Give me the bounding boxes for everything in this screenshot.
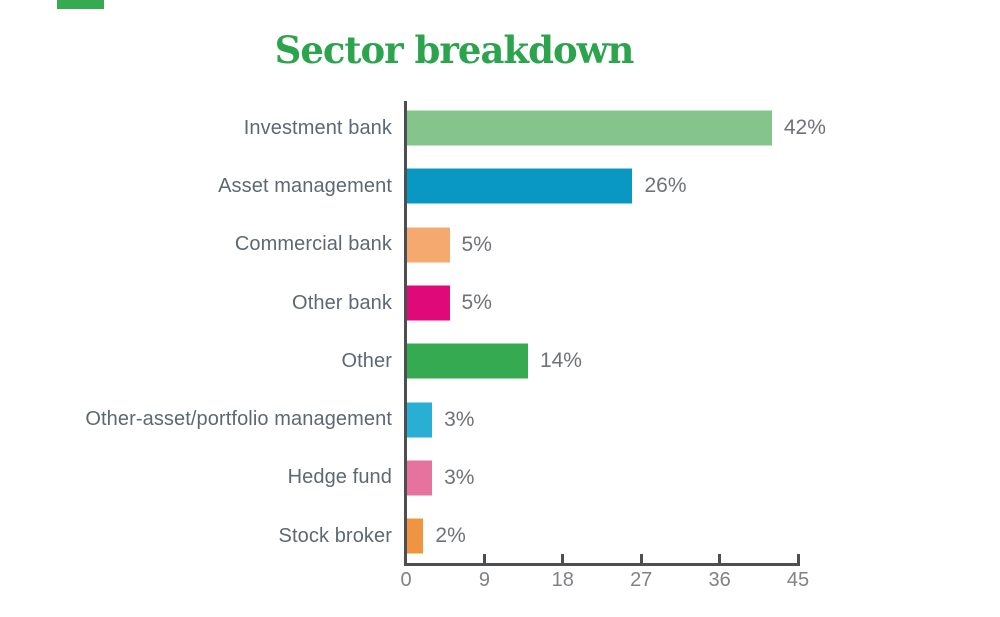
x-axis-tick bbox=[718, 554, 722, 563]
value-label: 3% bbox=[444, 465, 475, 489]
bar bbox=[406, 110, 772, 146]
bar-track: 5% bbox=[406, 216, 1000, 274]
value-label: 26% bbox=[644, 174, 687, 198]
bar-track: 26% bbox=[406, 157, 1000, 215]
value-label: 2% bbox=[435, 524, 466, 548]
x-axis-line bbox=[404, 563, 800, 566]
bar-row: Other bank 5% bbox=[0, 274, 1000, 332]
x-axis-tick-label: 36 bbox=[708, 569, 731, 591]
x-axis-tick-label: 9 bbox=[478, 569, 490, 591]
bar-row: Other-asset/portfolio management 3% bbox=[0, 390, 1000, 448]
category-label: Hedge fund bbox=[287, 466, 392, 489]
bar-track: 42% bbox=[406, 99, 1000, 157]
bar bbox=[406, 285, 450, 321]
value-label: 14% bbox=[539, 349, 582, 373]
chart-title: Sector breakdown bbox=[274, 28, 635, 72]
x-axis-tick bbox=[482, 554, 486, 563]
value-label: 3% bbox=[444, 407, 475, 431]
x-axis-tick bbox=[796, 554, 800, 563]
value-label: 5% bbox=[461, 232, 492, 256]
bar bbox=[406, 343, 528, 379]
bar bbox=[406, 168, 633, 204]
bar-track: 14% bbox=[406, 332, 1000, 390]
x-axis-tick bbox=[561, 554, 565, 563]
value-label: 42% bbox=[783, 116, 826, 140]
page-edge-green-mark bbox=[57, 0, 104, 9]
bar-track: 3% bbox=[406, 390, 1000, 448]
bar-track: 2% bbox=[406, 507, 1000, 565]
x-axis-tick-label: 45 bbox=[786, 569, 810, 591]
x-axis-tick-label: 27 bbox=[630, 569, 653, 591]
category-label: Stock broker bbox=[278, 524, 392, 547]
bar-track: 5% bbox=[406, 274, 1000, 332]
bar-row: Other 14% bbox=[0, 332, 1000, 390]
bar-rows: Investment bank 42% Asset management 26%… bbox=[0, 99, 1000, 565]
bar-row: Asset management 26% bbox=[0, 157, 1000, 215]
category-label: Other bank bbox=[292, 291, 392, 314]
bar bbox=[406, 518, 424, 554]
x-axis-tick bbox=[639, 554, 643, 563]
bar bbox=[406, 227, 450, 263]
bar-track: 3% bbox=[406, 449, 1000, 507]
bar-row: Investment bank 42% bbox=[0, 99, 1000, 157]
bar-row: Commercial bank 5% bbox=[0, 216, 1000, 274]
bar bbox=[406, 460, 433, 496]
bar-row: Stock broker 2% bbox=[0, 507, 1000, 565]
bar bbox=[406, 402, 433, 438]
category-label: Asset management bbox=[218, 174, 392, 197]
x-axis-tick-label: 0 bbox=[400, 569, 412, 591]
bar-row: Hedge fund 3% bbox=[0, 449, 1000, 507]
x-axis-tick-label: 18 bbox=[551, 569, 574, 591]
value-label: 5% bbox=[461, 291, 492, 315]
category-label: Other-asset/portfolio management bbox=[85, 408, 392, 431]
category-label: Investment bank bbox=[243, 116, 392, 139]
category-label: Commercial bank bbox=[234, 233, 392, 256]
y-axis-line bbox=[404, 101, 407, 566]
category-label: Other bbox=[341, 349, 392, 372]
